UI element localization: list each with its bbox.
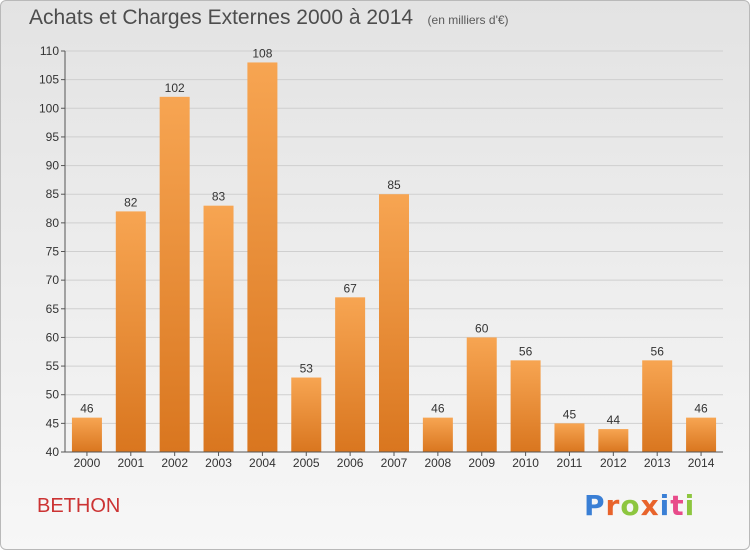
x-tick-label-2007: 2007	[381, 456, 408, 470]
data-label-2011: 45	[563, 407, 577, 421]
data-label-2000: 46	[80, 402, 94, 416]
y-tick-label: 40	[46, 445, 60, 459]
x-tick-label-2008: 2008	[425, 456, 452, 470]
data-label-2004: 108	[252, 46, 272, 60]
data-label-2008: 46	[431, 402, 445, 416]
data-label-2012: 44	[607, 413, 621, 427]
y-tick-label: 50	[46, 388, 60, 402]
data-label-2010: 56	[519, 344, 533, 358]
x-tick-label-2002: 2002	[161, 456, 188, 470]
data-label-2002: 102	[165, 81, 185, 95]
x-tick-label-2014: 2014	[688, 456, 715, 470]
data-label-2014: 46	[694, 402, 708, 416]
chart-title: Achats et Charges Externes 2000 à 2014	[29, 6, 414, 29]
y-tick-label: 70	[46, 273, 60, 287]
x-tick-label-2012: 2012	[600, 456, 627, 470]
x-tick-label-2004: 2004	[249, 456, 276, 470]
bar-2008	[422, 417, 453, 452]
y-tick-label: 100	[39, 101, 59, 115]
axes: 40 45 50 55 60 65 70 75 80 85 90 95 100 105 110 2000 200…	[39, 44, 723, 470]
y-tick-label: 45	[46, 416, 60, 430]
commune-name: BETHON	[37, 495, 121, 517]
data-label-2006: 67	[343, 281, 357, 295]
bar-2005	[291, 377, 322, 452]
y-tick-label: 80	[46, 216, 60, 230]
x-tick-label-2003: 2003	[205, 456, 232, 470]
bar-2004	[247, 62, 278, 452]
logo-letter: x	[640, 489, 660, 522]
bar-2007	[379, 194, 409, 452]
chart-subtitle: (en milliers d'€)	[427, 13, 509, 27]
y-tick-label: 85	[46, 187, 60, 201]
data-label-2009: 60	[475, 321, 489, 335]
bar-2001	[115, 211, 146, 452]
bar-2011	[554, 423, 585, 452]
y-tick-label: 110	[40, 44, 59, 58]
bar-2003	[203, 205, 234, 452]
proxiti-logo: Proxiti	[584, 489, 695, 522]
logo-letter: i	[659, 489, 671, 522]
bars	[71, 62, 717, 452]
x-tick-label-2011: 2011	[557, 456, 583, 470]
logo-letter: i	[684, 489, 696, 522]
bar-2012	[598, 429, 629, 452]
y-tick-label: 75	[46, 245, 60, 259]
x-tick-label-2010: 2010	[512, 456, 539, 470]
x-tick-label-2006: 2006	[337, 456, 364, 470]
data-label-2001: 82	[124, 195, 138, 209]
data-label-2003: 83	[212, 190, 226, 204]
data-labels: 46 82 102 83 108 53 67 85 46 60 56 45 44 56 46	[80, 46, 708, 427]
bar-2013	[642, 360, 673, 452]
title-row: Achats et Charges Externes 2000 à 2014 (…	[29, 6, 509, 30]
data-label-2005: 53	[300, 362, 314, 376]
bar-2000	[71, 417, 102, 452]
logo-letter: r	[605, 489, 621, 522]
bar-2002	[159, 96, 190, 452]
x-tick-label-2001: 2001	[117, 456, 144, 470]
data-label-2007: 85	[387, 178, 401, 192]
bar-2009	[466, 337, 497, 452]
x-tick-label-2005: 2005	[293, 456, 320, 470]
bar-2006	[335, 297, 366, 452]
y-tick-label: 95	[46, 130, 60, 144]
logo-letter: P	[584, 489, 606, 522]
y-tick-label: 65	[46, 302, 60, 316]
y-tick-label: 90	[46, 159, 60, 173]
x-tick-label-2009: 2009	[468, 456, 495, 470]
y-tick-label: 55	[46, 359, 60, 373]
x-tick-label-2000: 2000	[74, 456, 101, 470]
x-tick-label-2013: 2013	[644, 456, 671, 470]
y-tick-label: 105	[39, 73, 59, 87]
bar-2010	[510, 360, 541, 452]
logo-letter: t	[670, 489, 685, 522]
logo-letter: o	[620, 489, 641, 522]
y-tick-label: 60	[46, 330, 60, 344]
bar-2014	[686, 417, 717, 452]
data-label-2013: 56	[651, 344, 665, 358]
